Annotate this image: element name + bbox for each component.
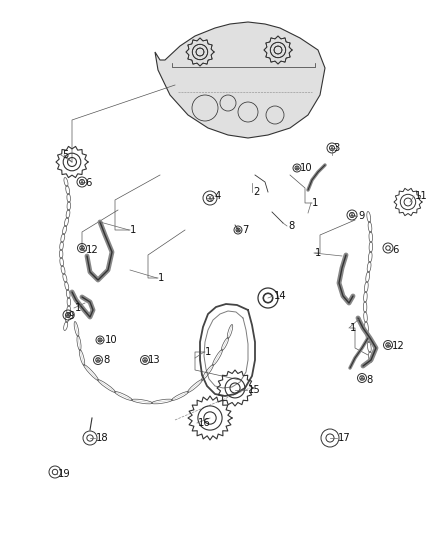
Text: 19: 19 xyxy=(58,469,71,479)
Text: 8: 8 xyxy=(288,221,294,231)
Text: 1: 1 xyxy=(130,225,136,235)
Text: 2: 2 xyxy=(253,187,259,197)
Text: 9: 9 xyxy=(68,311,74,321)
Text: 6: 6 xyxy=(392,245,399,255)
Text: 8: 8 xyxy=(103,355,109,365)
Text: 16: 16 xyxy=(198,418,211,428)
Text: 1: 1 xyxy=(158,273,164,283)
Text: 13: 13 xyxy=(148,355,161,365)
Polygon shape xyxy=(155,22,325,138)
Text: 1: 1 xyxy=(350,323,357,333)
Text: 8: 8 xyxy=(366,375,372,385)
Text: 1: 1 xyxy=(312,198,318,208)
Text: 5: 5 xyxy=(62,150,68,160)
Text: 15: 15 xyxy=(248,385,261,395)
Text: 1: 1 xyxy=(205,347,212,357)
Text: 12: 12 xyxy=(392,341,405,351)
Text: 14: 14 xyxy=(274,291,286,301)
Text: 18: 18 xyxy=(96,433,109,443)
Text: 1: 1 xyxy=(75,303,81,313)
Text: 10: 10 xyxy=(300,163,313,173)
Text: 4: 4 xyxy=(215,191,221,201)
Text: 6: 6 xyxy=(85,178,92,188)
Text: 11: 11 xyxy=(415,191,428,201)
Text: 17: 17 xyxy=(338,433,351,443)
Text: 12: 12 xyxy=(86,245,99,255)
Text: 10: 10 xyxy=(105,335,118,345)
Text: 3: 3 xyxy=(333,143,339,153)
Text: 9: 9 xyxy=(358,211,364,221)
Text: 1: 1 xyxy=(315,248,321,258)
Text: 7: 7 xyxy=(242,225,248,235)
